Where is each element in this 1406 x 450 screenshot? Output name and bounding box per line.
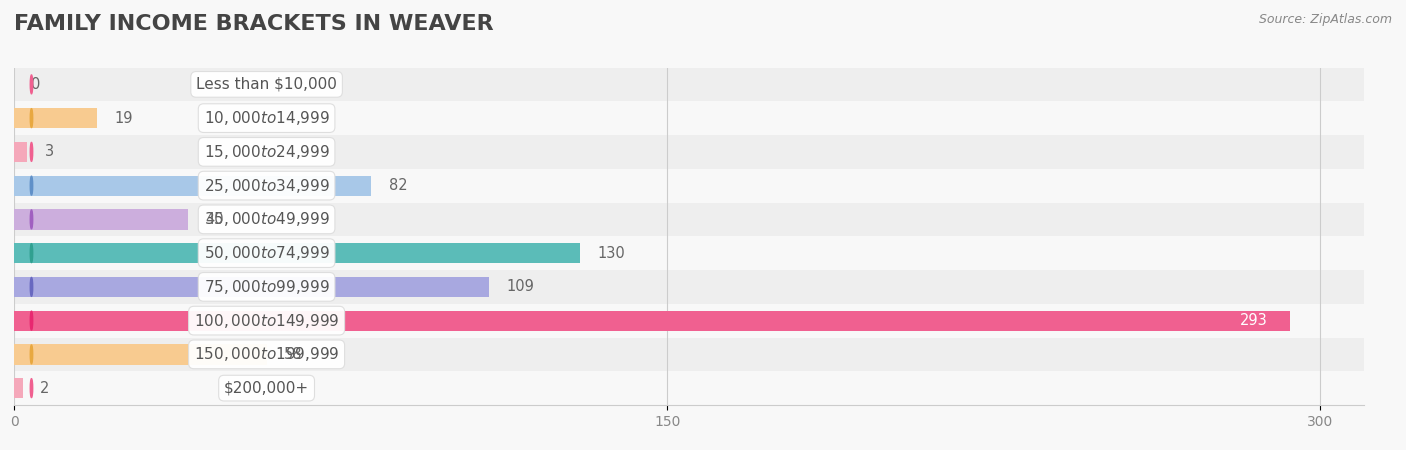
- Bar: [14, 176, 371, 196]
- Text: 130: 130: [598, 246, 626, 261]
- Bar: [14, 169, 1364, 202]
- Circle shape: [31, 311, 32, 330]
- Text: 0: 0: [31, 77, 41, 92]
- Text: 58: 58: [284, 347, 302, 362]
- Text: $25,000 to $34,999: $25,000 to $34,999: [204, 176, 329, 194]
- Text: $200,000+: $200,000+: [224, 381, 309, 396]
- Bar: [14, 101, 1364, 135]
- Text: 82: 82: [388, 178, 408, 193]
- Text: $10,000 to $14,999: $10,000 to $14,999: [204, 109, 329, 127]
- Circle shape: [31, 142, 32, 161]
- Circle shape: [31, 210, 32, 229]
- Bar: [14, 277, 489, 297]
- Text: $75,000 to $99,999: $75,000 to $99,999: [204, 278, 329, 296]
- Bar: [14, 304, 1364, 338]
- Text: $100,000 to $149,999: $100,000 to $149,999: [194, 311, 339, 329]
- Bar: [14, 209, 188, 230]
- Text: 2: 2: [41, 381, 49, 396]
- Text: 293: 293: [1240, 313, 1268, 328]
- Bar: [14, 344, 267, 364]
- Circle shape: [31, 244, 32, 263]
- Bar: [14, 378, 22, 398]
- Text: FAMILY INCOME BRACKETS IN WEAVER: FAMILY INCOME BRACKETS IN WEAVER: [14, 14, 494, 33]
- Bar: [14, 135, 1364, 169]
- Text: 40: 40: [205, 212, 225, 227]
- Text: Less than $10,000: Less than $10,000: [197, 77, 337, 92]
- Bar: [14, 371, 1364, 405]
- Circle shape: [31, 345, 32, 364]
- Bar: [14, 68, 1364, 101]
- Text: $50,000 to $74,999: $50,000 to $74,999: [204, 244, 329, 262]
- Bar: [14, 142, 27, 162]
- Text: $15,000 to $24,999: $15,000 to $24,999: [204, 143, 329, 161]
- Text: 3: 3: [45, 144, 53, 159]
- Circle shape: [31, 176, 32, 195]
- Bar: [14, 338, 1364, 371]
- Circle shape: [31, 109, 32, 128]
- Bar: [14, 236, 1364, 270]
- Bar: [14, 310, 1289, 331]
- Circle shape: [31, 75, 32, 94]
- Text: 19: 19: [114, 111, 132, 126]
- Circle shape: [31, 379, 32, 398]
- Text: $150,000 to $199,999: $150,000 to $199,999: [194, 346, 339, 364]
- Bar: [14, 270, 1364, 304]
- Text: 109: 109: [506, 279, 534, 294]
- Text: Source: ZipAtlas.com: Source: ZipAtlas.com: [1258, 14, 1392, 27]
- Bar: [14, 202, 1364, 236]
- Circle shape: [31, 277, 32, 296]
- Bar: [14, 243, 581, 263]
- Bar: [14, 108, 97, 128]
- Text: $35,000 to $49,999: $35,000 to $49,999: [204, 211, 329, 229]
